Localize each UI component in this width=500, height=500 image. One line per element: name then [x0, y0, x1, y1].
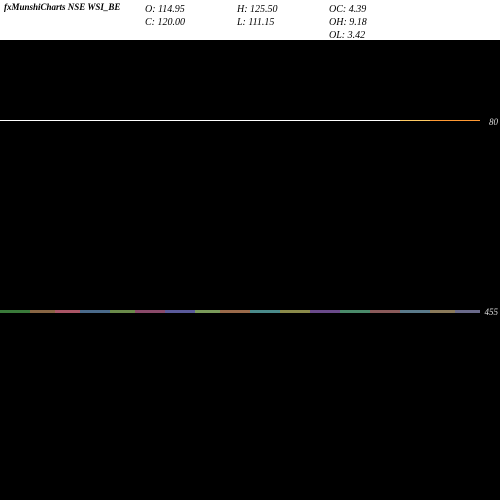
band-segment	[55, 310, 80, 313]
line-segment	[400, 120, 430, 121]
axis-label: 80	[489, 117, 498, 127]
band-segment	[250, 310, 280, 313]
band-segment	[0, 310, 30, 313]
band-segment	[30, 310, 55, 313]
line-segment	[430, 120, 480, 121]
band-segment	[80, 310, 110, 313]
ohlc-high: H: 125.50	[237, 3, 327, 16]
ohlc-open: O: 114.95	[145, 3, 235, 16]
line-segment	[0, 120, 400, 121]
ohlc-low: L: 111.15	[237, 16, 327, 29]
band-segment	[455, 310, 480, 313]
band-segment	[220, 310, 250, 313]
price-line-top	[0, 120, 480, 121]
band-segment	[195, 310, 220, 313]
band-segment	[110, 310, 135, 313]
band-segment	[370, 310, 400, 313]
ohlc-close: C: 120.00	[145, 16, 235, 29]
ohlc-oc: OC: 4.39	[329, 3, 389, 16]
header-bar: fxMunshiCharts NSE WSI_BE O: 114.95 H: 1…	[0, 0, 500, 40]
chart-area: 80 455	[0, 40, 500, 500]
band-segment	[340, 310, 370, 313]
band-segment	[400, 310, 430, 313]
band-segment	[310, 310, 340, 313]
band-segment	[430, 310, 455, 313]
axis-label: 455	[485, 307, 499, 317]
chart-title: fxMunshiCharts NSE WSI_BE	[4, 2, 120, 12]
ohlc-oh: OH: 9.18	[329, 16, 389, 29]
band-segment	[165, 310, 195, 313]
band-segment	[280, 310, 310, 313]
price-band-multicolor	[0, 310, 480, 313]
band-segment	[135, 310, 165, 313]
ohlc-grid: O: 114.95 H: 125.50 OC: 4.39 C: 120.00 L…	[145, 3, 389, 42]
